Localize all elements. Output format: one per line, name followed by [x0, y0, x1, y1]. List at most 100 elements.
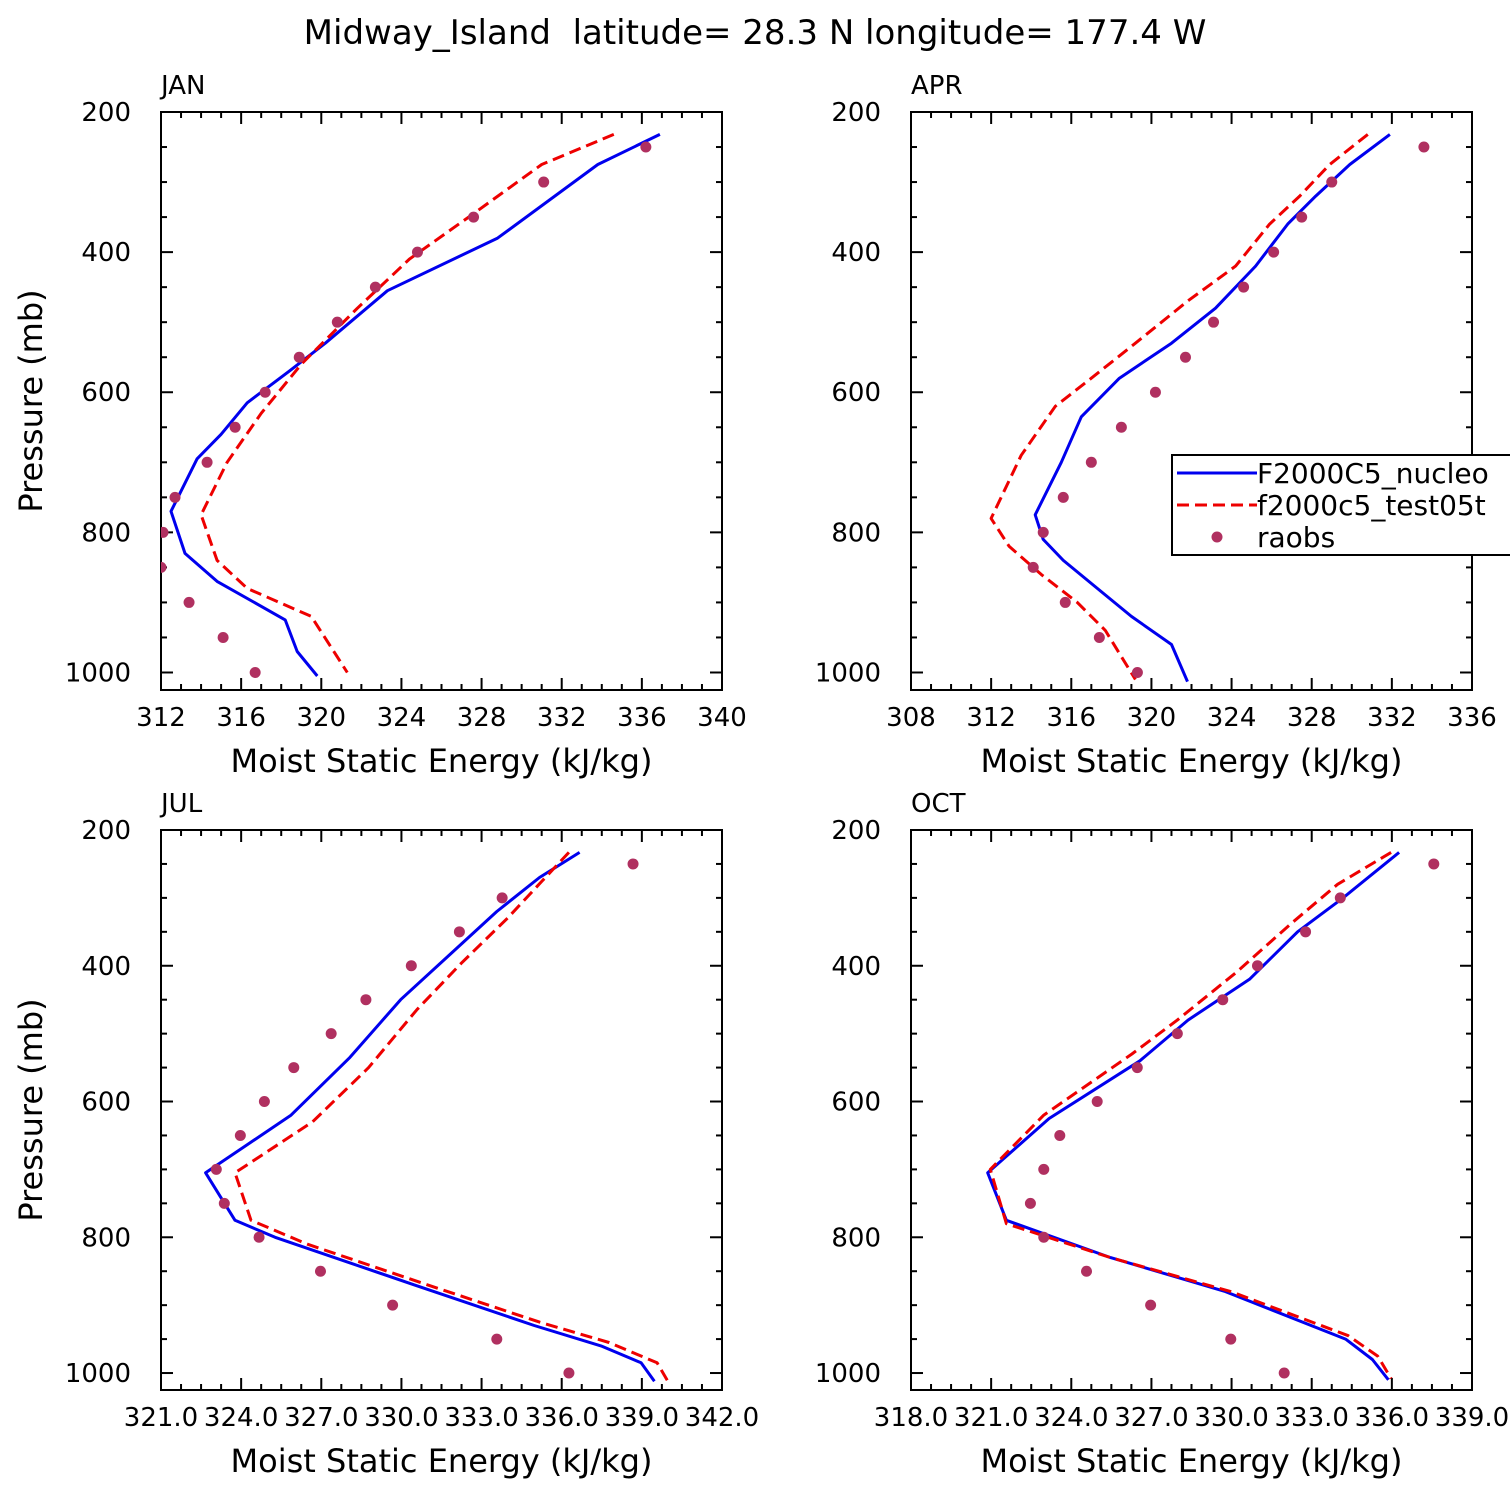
y-tick-label: 200 [81, 816, 131, 846]
x-axis-label: Moist Static Energy (kJ/kg) [981, 742, 1403, 780]
raobs-point [1268, 246, 1280, 258]
y-tick-label: 200 [831, 98, 881, 128]
y-tick-label: 400 [81, 952, 131, 982]
raobs-point [1038, 1163, 1050, 1175]
panel-title: JAN [159, 71, 205, 101]
raobs-point [249, 666, 261, 678]
y-tick-label: 800 [81, 1223, 131, 1253]
plot-frame [910, 111, 1473, 691]
raobs-point [491, 1333, 503, 1345]
raobs-point [258, 1096, 270, 1108]
x-tick-label: 330.0 [1194, 1403, 1268, 1433]
x-tick-label: 321.0 [124, 1403, 198, 1433]
y-tick-label: 800 [831, 518, 881, 548]
raobs-point [1326, 176, 1338, 188]
x-tick-label: 320 [296, 703, 346, 733]
plot-frame [160, 111, 723, 691]
x-tick-label: 324.0 [1034, 1403, 1108, 1433]
raobs-point [201, 456, 213, 468]
series-line-nucleation [986, 851, 1401, 1381]
x-axis-label: Moist Static Energy (kJ/kg) [231, 742, 653, 780]
y-tick-label: 1000 [815, 658, 881, 688]
x-tick-label: 336.0 [524, 1403, 598, 1433]
x-tick-label: 320 [1127, 703, 1177, 733]
y-tick-label: 200 [81, 98, 131, 128]
series-group [161, 133, 661, 678]
legend-label: f2000c5_test05t [1257, 489, 1486, 522]
raobs-point [1149, 386, 1161, 398]
plot-frame [910, 829, 1473, 1391]
x-tick-label: 312 [966, 703, 1016, 733]
x-tick-label: 332 [1367, 703, 1417, 733]
raobs-point [1428, 858, 1440, 870]
plot-frame [160, 829, 723, 1391]
raobs-point [1208, 316, 1220, 328]
figure-title: Midway_Island latitude= 28.3 N longitude… [304, 13, 1207, 53]
series-line-nucleation [1033, 133, 1391, 683]
y-tick-label: 1000 [815, 1359, 881, 1389]
y-tick-label: 400 [81, 238, 131, 268]
raobs-point [169, 491, 181, 503]
raobs-point [1093, 631, 1105, 643]
raobs-point [161, 526, 169, 538]
x-tick-label: 336 [617, 703, 667, 733]
raobs-point [161, 561, 167, 573]
raobs-point [538, 176, 550, 188]
raobs-point [1278, 1367, 1290, 1379]
series-line-test05 [989, 133, 1369, 681]
x-tick-label: 324 [377, 703, 427, 733]
x-tick-label: 327.0 [1114, 1403, 1188, 1433]
raobs-point [1296, 211, 1308, 223]
legend-box [1171, 454, 1510, 556]
panel-title: OCT [911, 789, 966, 819]
x-tick-label: 333.0 [1274, 1403, 1348, 1433]
raobs-point [288, 1062, 300, 1074]
x-tick-label: 308 [886, 703, 936, 733]
raobs-point [411, 246, 423, 258]
raobs-point [1131, 666, 1143, 678]
series-line-nucleation [169, 133, 661, 677]
raobs-point [453, 926, 465, 938]
raobs-point [234, 1129, 246, 1141]
y-axis-label: Pressure (mb) [12, 289, 50, 512]
x-tick-label: 332 [537, 703, 587, 733]
panel-jul: JUL 321.0 324.0 327.0 330.0 333.0 336.0 339.0 34… [12, 789, 759, 1480]
raobs-point [1054, 1129, 1066, 1141]
y-tick-label: 600 [81, 378, 131, 408]
raobs-point [1027, 561, 1039, 573]
x-tick-label: 321.0 [954, 1403, 1028, 1433]
x-tick-label: 316 [216, 703, 266, 733]
x-tick-label: 342.0 [685, 1403, 759, 1433]
raobs-point [1038, 1231, 1050, 1243]
raobs-point [1024, 1197, 1036, 1209]
series-line-nucleation [204, 851, 656, 1383]
panel-title: JUL [159, 789, 203, 819]
x-axis-label: Moist Static Energy (kJ/kg) [981, 1442, 1403, 1480]
y-tick-label: 400 [831, 238, 881, 268]
panel-oct: OCT 318.0 321.0 324.0 327.0 330.0 333.0 336.0 33… [815, 789, 1509, 1480]
raobs-point [1059, 596, 1071, 608]
raobs-point [331, 316, 343, 328]
series-line-test05 [988, 851, 1393, 1380]
y-tick-label: 800 [831, 1223, 881, 1253]
raobs-point [325, 1028, 337, 1040]
x-tick-label: 330.0 [364, 1403, 438, 1433]
raobs-point [405, 960, 417, 972]
y-tick-label: 200 [831, 816, 881, 846]
series-group [989, 133, 1430, 683]
raobs-point [1238, 281, 1250, 293]
y-tick-label: 400 [831, 952, 881, 982]
raobs-point [1081, 1265, 1093, 1277]
raobs-point [1085, 456, 1097, 468]
raobs-point [217, 631, 229, 643]
x-tick-label: 340 [697, 703, 747, 733]
y-tick-label: 600 [831, 378, 881, 408]
raobs-point [218, 1197, 230, 1209]
raobs-point [369, 281, 381, 293]
x-tick-label: 336.0 [1355, 1403, 1429, 1433]
x-axis-label: Moist Static Energy (kJ/kg) [231, 1442, 653, 1480]
y-tick-label: 800 [81, 518, 131, 548]
x-tick-label: 324 [1207, 703, 1257, 733]
